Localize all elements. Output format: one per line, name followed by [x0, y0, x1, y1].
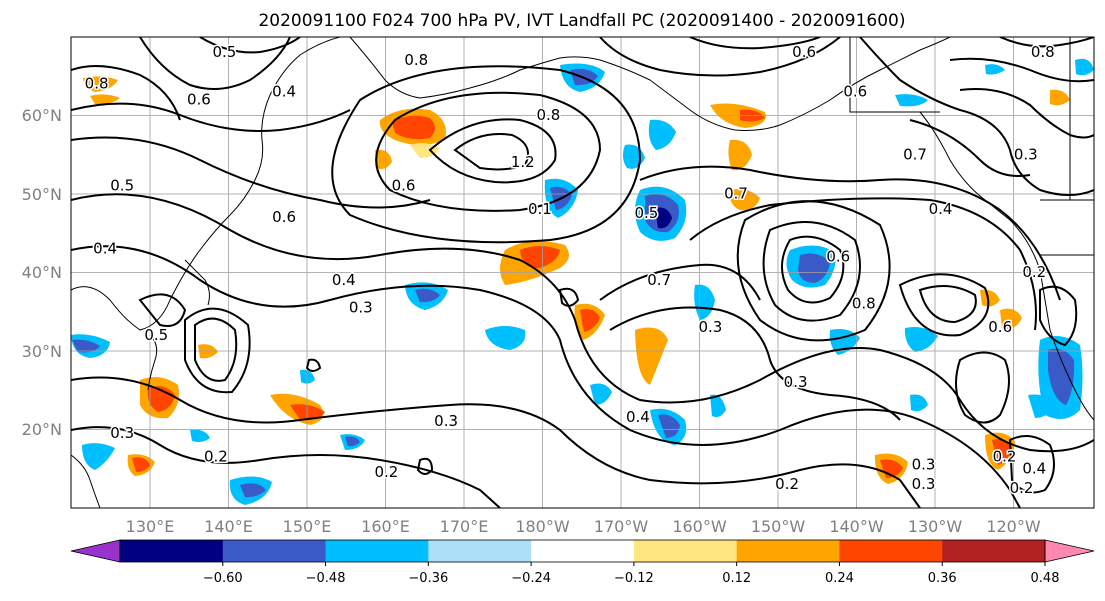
contour-label: 0.3 — [110, 424, 134, 442]
y-tick-label: 20°N — [22, 420, 62, 439]
contour-label: 0.5 — [634, 204, 658, 222]
contour-label: 0.4 — [1022, 459, 1046, 477]
colorbar: −0.60 −0.48 −0.36 −0.24 −0.12 0.12 0.24 0.36 0.4… — [70, 539, 1095, 586]
x-tick-label: 140°W — [829, 517, 884, 536]
colorbar-cell — [222, 540, 327, 562]
contour-label: 0.4 — [93, 240, 117, 258]
y-tick-label: 40°N — [22, 263, 62, 282]
contour-label: 0.5 — [110, 177, 134, 195]
contour-label-layer: 0.8 0.5 0.6 0.4 0.8 0.8 1.2 0.6 0.6 0.1 0.5 0.7 0.6 0… — [83, 42, 1056, 499]
x-tick-label: 150°W — [751, 517, 806, 536]
colorbar-tick-label: 0.36 — [928, 571, 957, 586]
contour-label: 0.1 — [528, 200, 552, 218]
contour-label: 0.5 — [144, 326, 168, 344]
contour-label: 0.3 — [434, 412, 458, 430]
y-tick-labels: 20°N 30°N 40°N 50°N 60°N — [22, 106, 62, 439]
contour-label: 1.2 — [511, 153, 535, 171]
contour-label: 0.6 — [988, 318, 1012, 336]
contour-label: 0.8 — [404, 51, 428, 69]
contour-label: 0.4 — [626, 408, 650, 426]
colorbar-frame — [119, 539, 1046, 563]
contour-label: 0.7 — [724, 185, 748, 203]
colorbar-tick-label: −0.36 — [408, 571, 448, 586]
colorbar-cell — [531, 540, 635, 562]
x-tick-label: 180°W — [515, 517, 570, 536]
colorbar-cell — [428, 540, 532, 562]
contour-label: 0.3 — [912, 475, 936, 493]
gridlines — [71, 37, 1094, 508]
colorbar-cell — [325, 540, 429, 562]
contour-label: 0.2 — [993, 448, 1017, 466]
colorbar-tick-label: 0.24 — [825, 571, 854, 586]
x-tick-labels: 130°E 140°E 150°E 160°E 170°E 180°W 170°… — [126, 517, 1041, 536]
colorbar-extend-high — [1044, 539, 1095, 563]
colorbar-cell — [633, 540, 738, 562]
x-tick-label: 140°E — [204, 517, 253, 536]
contour-label: 0.8 — [536, 106, 560, 124]
contour-label: 0.3 — [349, 298, 373, 316]
contour-label: 0.3 — [912, 455, 936, 473]
contour-label: 0.6 — [187, 90, 211, 108]
ivt-contours — [71, 37, 1094, 508]
contour-label: 0.3 — [1014, 145, 1038, 163]
x-tick-label: 130°E — [126, 517, 175, 536]
contour-label: 0.3 — [784, 373, 808, 391]
x-tick-label: 160°E — [361, 517, 410, 536]
contour-label: 0.4 — [272, 83, 296, 101]
contour-label: 0.2 — [204, 448, 228, 466]
contour-label: 0.8 — [852, 294, 876, 312]
pv-shading-layer — [71, 58, 1094, 505]
colorbar-tick-label: 0.48 — [1031, 571, 1060, 586]
contour-label: 0.6 — [843, 83, 867, 101]
contour-label: 0.6 — [392, 177, 416, 195]
contour-label: 0.8 — [85, 75, 109, 93]
y-tick-label: 50°N — [22, 185, 62, 204]
colorbar-cell — [736, 540, 840, 562]
map-frame — [70, 36, 1095, 509]
map-area: 0.8 0.5 0.6 0.4 0.8 0.8 1.2 0.6 0.6 0.1 0.5 0.7 0.6 0… — [71, 37, 1094, 508]
contour-label: 0.2 — [1022, 263, 1046, 281]
contour-label: 0.8 — [1031, 43, 1055, 61]
x-tick-label: 170°E — [440, 517, 489, 536]
colorbar-tick-label: −0.60 — [203, 571, 243, 586]
x-tick-label: 170°W — [594, 517, 649, 536]
chart-title: 2020091100 F024 700 hPa PV, IVT Landfall… — [258, 11, 905, 31]
x-tick-label: 130°W — [908, 517, 963, 536]
colorbar-cell — [839, 540, 943, 562]
colorbar-tick-label: −0.12 — [614, 571, 654, 586]
x-tick-label: 150°E — [283, 517, 332, 536]
y-tick-label: 60°N — [22, 106, 62, 125]
colorbar-cell — [120, 540, 224, 562]
contour-label: 0.2 — [775, 475, 799, 493]
colorbar-tick-label: 0.12 — [722, 571, 751, 586]
contour-label: 0.7 — [647, 271, 671, 289]
colorbar-extend-low — [70, 539, 121, 563]
colorbar-cell — [942, 540, 1046, 562]
x-tick-label: 120°W — [986, 517, 1041, 536]
contour-label: 0.5 — [212, 43, 236, 61]
colorbar-tick-label: −0.48 — [306, 571, 346, 586]
contour-label: 0.6 — [792, 43, 816, 61]
contour-label: 0.2 — [374, 463, 398, 481]
y-tick-label: 30°N — [22, 342, 62, 361]
contour-label: 0.6 — [826, 247, 850, 265]
contour-label: 0.2 — [1010, 479, 1034, 497]
coastlines — [71, 37, 1094, 508]
contour-label: 0.4 — [929, 200, 953, 218]
contour-label: 0.3 — [698, 318, 722, 336]
contour-label: 0.4 — [332, 271, 356, 289]
contour-label: 0.6 — [272, 208, 296, 226]
contour-label: 0.7 — [903, 145, 927, 163]
x-tick-label: 160°W — [672, 517, 727, 536]
colorbar-tick-label: −0.24 — [511, 571, 551, 586]
